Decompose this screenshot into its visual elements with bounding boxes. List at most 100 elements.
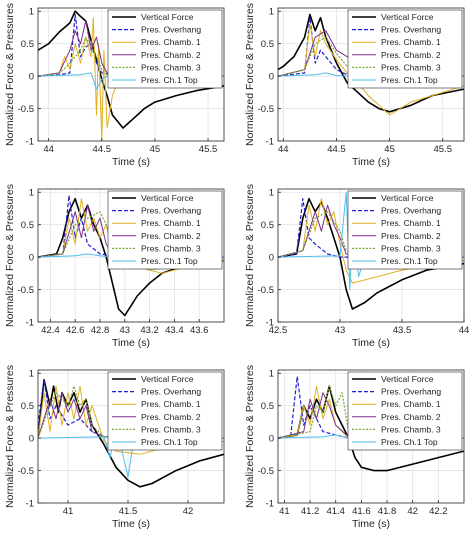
axes-box	[37, 7, 225, 142]
legend-box	[347, 190, 463, 270]
x-axis-label: Time (s)	[352, 156, 390, 168]
x-tick-label: 43.6	[190, 325, 209, 336]
y-tick-label: 0.5	[21, 401, 34, 412]
x-tick-label: 43.4	[165, 325, 184, 336]
x-tick-label: 43.5	[393, 325, 412, 336]
legend-box	[107, 190, 223, 270]
series-line-1	[278, 13, 464, 113]
legend-label: Pres. Chamb. 1	[381, 218, 441, 228]
axes-box	[37, 188, 225, 323]
legend-label: Vertical Force	[381, 193, 434, 203]
x-tick-label: 41	[63, 506, 74, 517]
legend: Vertical Force Pres. Overhang Pres. Chamb.…	[347, 190, 463, 270]
legend-label: Pres. Chamb. 2	[141, 412, 201, 422]
x-axis-label: Time (s)	[112, 518, 150, 530]
series-line-4	[278, 392, 464, 439]
x-tick-label: 41.6	[352, 506, 371, 517]
x-tick-label: 41.4	[326, 506, 345, 517]
x-tick-label: 42.4	[41, 325, 60, 336]
x-tick-label: 43	[120, 325, 131, 336]
series-line-3	[278, 198, 464, 284]
y-tick-label: 0.5	[21, 39, 34, 50]
y-tick-label: -1	[266, 137, 274, 148]
series-line-1	[278, 385, 464, 472]
axes-box	[37, 369, 225, 504]
legend-label: Pres. Chamb. 2	[381, 412, 441, 422]
y-tick-label: 1	[269, 369, 274, 380]
y-tick-label: 1	[29, 7, 34, 18]
legend-label: Pres. Ch.1 Top	[141, 256, 198, 266]
y-tick-label: 1	[29, 369, 34, 380]
y-tick-label: 0.5	[261, 39, 274, 50]
x-tick-label: 43.2	[140, 325, 159, 336]
legend-label: Pres. Ch.1 Top	[141, 75, 198, 85]
x-tick-label: 45.5	[199, 144, 218, 155]
legend-label: Pres. Ch.1 Top	[381, 256, 438, 266]
legend-label: Pres. Overhang	[381, 387, 441, 397]
y-tick-label: -1	[26, 137, 34, 148]
x-axis-label: Time (s)	[112, 156, 150, 168]
chart-panel-3: 42.4 42.6 42.8 43 43.2 43.4 43.6 -1 -0.5 0 0.5 1 Tim…	[4, 184, 225, 349]
chart-panel-2: 44 44.5 45 45.5 -1 -0.5 0 0.5 1 Time (s) Normalize…	[244, 3, 465, 168]
legend-label: Pres. Ch.1 Top	[381, 75, 438, 85]
y-tick-label: 0	[269, 72, 274, 83]
legend: Vertical Force Pres. Overhang Pres. Chamb.…	[347, 9, 463, 89]
legend-box	[347, 371, 463, 451]
legend-label: Vertical Force	[141, 374, 194, 384]
x-tick-label: 45.5	[433, 144, 452, 155]
y-axis-label: Normalized Force & Pressures	[244, 184, 256, 327]
y-axis-label: Normalized Force & Pressures	[244, 3, 256, 146]
legend-label: Pres. Chamb. 3	[141, 243, 201, 253]
x-tick-label: 45	[150, 144, 161, 155]
series-line-1	[278, 197, 464, 310]
x-tick-label: 45	[384, 144, 395, 155]
x-tick-label: 42.2	[429, 506, 448, 517]
legend-label: Pres. Chamb. 2	[141, 231, 201, 241]
x-axis-label: Time (s)	[352, 518, 390, 530]
legend-label: Pres. Chamb. 3	[381, 424, 441, 434]
legend-label: Pres. Overhang	[141, 387, 201, 397]
y-tick-label: 1	[29, 188, 34, 199]
series-line-5	[38, 385, 224, 439]
x-tick-label: 41	[279, 506, 290, 517]
legend-label: Vertical Force	[381, 12, 434, 22]
legend-label: Vertical Force	[141, 193, 194, 203]
legend-label: Pres. Chamb. 1	[381, 37, 441, 47]
y-tick-label: 0.5	[261, 401, 274, 412]
legend-label: Pres. Overhang	[141, 206, 201, 216]
x-tick-label: 43	[335, 325, 346, 336]
x-tick-label: 44	[459, 325, 470, 336]
series-group	[38, 378, 224, 488]
legend-label: Pres. Chamb. 1	[141, 218, 201, 228]
chart-panel-5: 41 41.5 42 -1 -0.5 0 0.5 1 Time (s) Normalized Fo…	[4, 365, 225, 530]
y-tick-label: -0.5	[258, 285, 274, 296]
x-tick-label: 44	[278, 144, 289, 155]
x-tick-label: 42.8	[91, 325, 110, 336]
y-tick-label: 0.5	[21, 220, 34, 231]
legend-label: Pres. Ch.1 Top	[141, 437, 198, 447]
x-tick-label: 41.5	[119, 506, 138, 517]
legend-box	[107, 9, 223, 89]
y-tick-label: 0	[269, 253, 274, 264]
legend-label: Pres. Overhang	[141, 25, 201, 35]
legend-label: Pres. Chamb. 2	[381, 231, 441, 241]
x-tick-label: 42.5	[269, 325, 288, 336]
series-line-1	[38, 197, 224, 317]
legend-label: Pres. Chamb. 2	[381, 50, 441, 60]
y-tick-label: 0	[29, 72, 34, 83]
legend-label: Pres. Chamb. 3	[381, 62, 441, 72]
axes-box	[277, 7, 465, 142]
y-axis-label: Normalized Force & Pressures	[4, 184, 16, 327]
legend-label: Pres. Chamb. 1	[381, 399, 441, 409]
x-tick-label: 44	[43, 144, 54, 155]
x-tick-label: 42.6	[66, 325, 85, 336]
legend: Vertical Force Pres. Overhang Pres. Chamb.…	[107, 190, 223, 270]
y-tick-label: -0.5	[18, 466, 34, 477]
x-tick-label: 44.5	[327, 144, 346, 155]
series-line-4	[38, 392, 224, 439]
y-axis-label: Normalized Force & Pressures	[244, 365, 256, 508]
y-tick-label: 0	[29, 253, 34, 264]
legend-box	[347, 9, 463, 89]
x-tick-label: 44.5	[93, 144, 112, 155]
